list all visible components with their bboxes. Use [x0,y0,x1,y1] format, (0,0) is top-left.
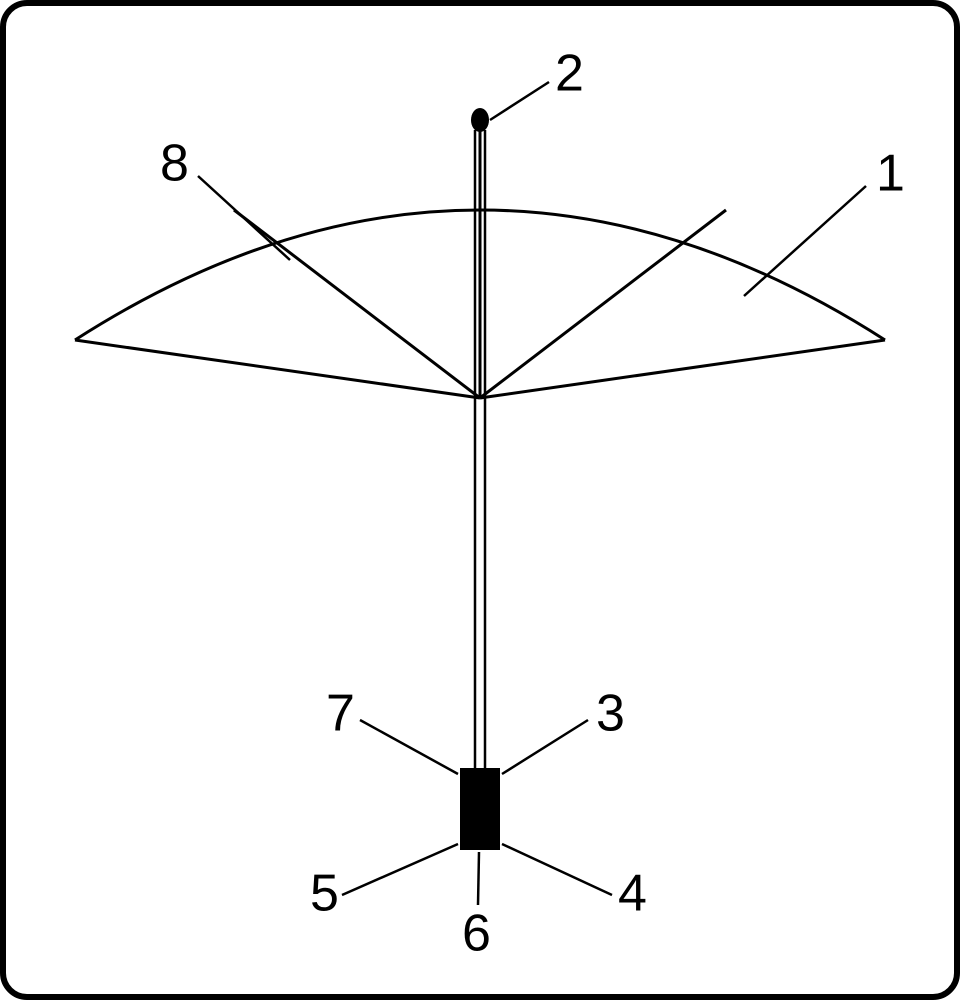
callout-label-6: 6 [462,905,491,963]
callout-label-7: 7 [326,685,355,743]
callout-label-3: 3 [596,685,625,743]
callout-label-5: 5 [310,865,339,923]
callout-label-8: 8 [160,135,189,193]
callout-label-1: 1 [876,145,905,203]
callout-label-4: 4 [618,865,647,923]
callout-label-2: 2 [555,45,584,103]
diagram-container: 1 2 3 4 5 6 7 8 [0,0,960,1000]
umbrella-diagram: 1 2 3 4 5 6 7 8 [0,0,960,1000]
